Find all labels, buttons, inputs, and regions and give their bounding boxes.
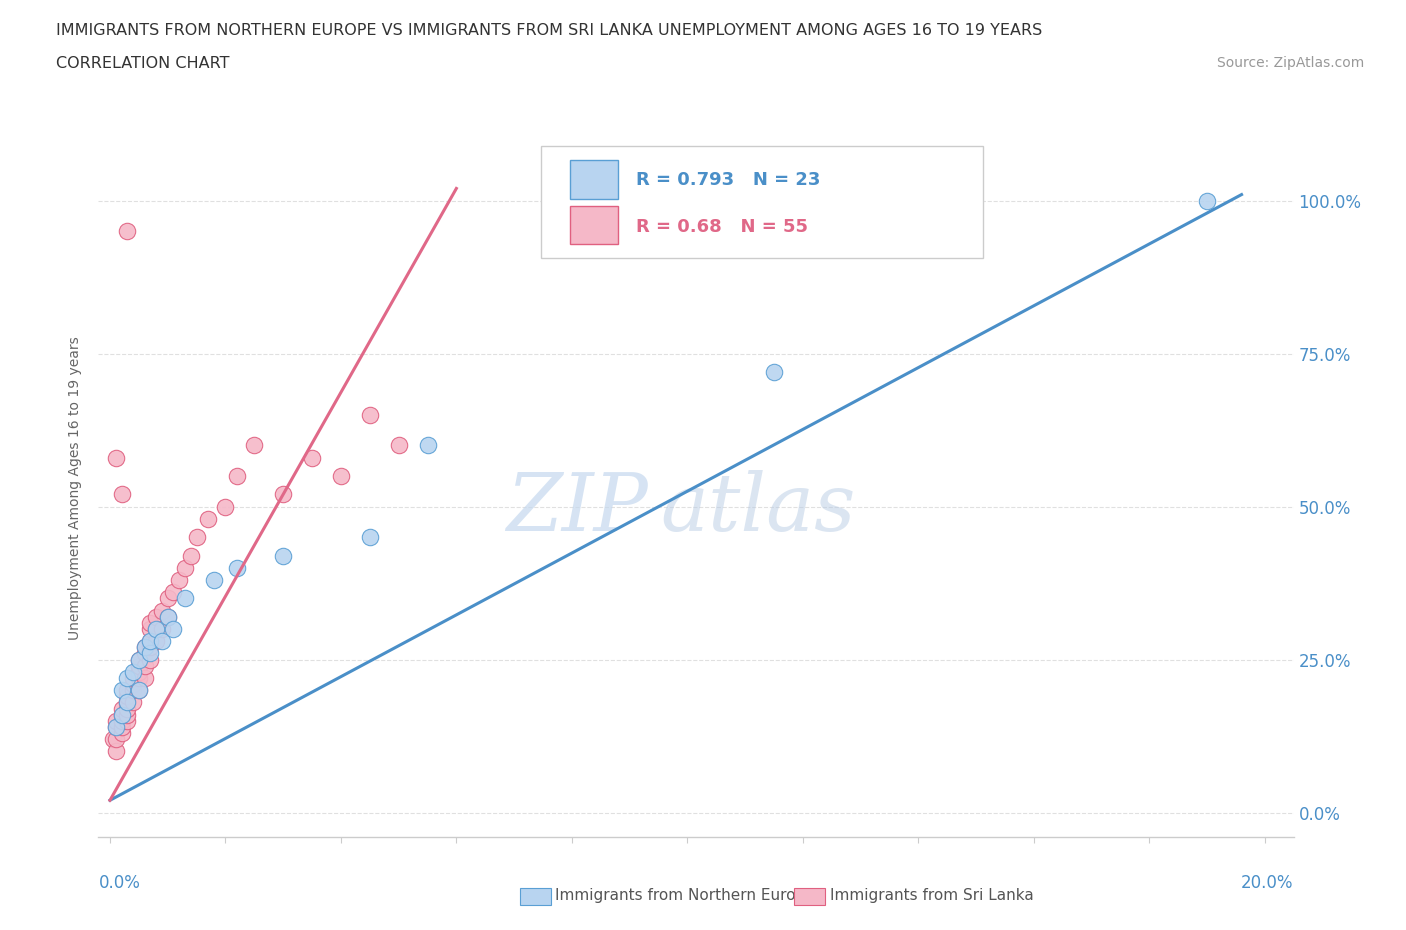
Point	[301, 450, 323, 465]
Point	[329, 469, 352, 484]
Point	[117, 224, 139, 239]
Point	[226, 469, 249, 484]
FancyBboxPatch shape	[540, 147, 983, 259]
Point	[117, 701, 139, 716]
Point	[139, 652, 162, 667]
Point	[110, 707, 132, 722]
Bar	[571, 160, 619, 199]
Point	[104, 450, 127, 465]
Point	[122, 677, 145, 692]
Point	[762, 365, 785, 379]
Point	[110, 713, 132, 728]
Point	[388, 438, 411, 453]
Point	[128, 671, 150, 685]
Point	[117, 683, 139, 698]
Bar	[571, 206, 619, 245]
Point	[104, 720, 127, 735]
Point	[122, 671, 145, 685]
Point	[167, 573, 190, 588]
Point	[150, 633, 173, 648]
Point	[156, 609, 179, 624]
Point	[104, 744, 127, 759]
Point	[145, 609, 167, 624]
Point	[202, 573, 225, 588]
Point	[128, 683, 150, 698]
Point	[104, 713, 127, 728]
Point	[186, 530, 208, 545]
Point	[110, 487, 132, 502]
Point	[145, 633, 167, 648]
Text: CORRELATION CHART: CORRELATION CHART	[56, 56, 229, 71]
Point	[226, 561, 249, 576]
Point	[134, 646, 156, 661]
Text: IMMIGRANTS FROM NORTHERN EUROPE VS IMMIGRANTS FROM SRI LANKA UNEMPLOYMENT AMONG : IMMIGRANTS FROM NORTHERN EUROPE VS IMMIG…	[56, 23, 1042, 38]
Point	[139, 646, 162, 661]
Point	[134, 640, 156, 655]
Text: Immigrants from Sri Lanka: Immigrants from Sri Lanka	[830, 888, 1033, 903]
Point	[139, 633, 162, 648]
Text: ZIP: ZIP	[506, 471, 648, 548]
Point	[174, 561, 197, 576]
Point	[416, 438, 439, 453]
Point	[117, 689, 139, 704]
Point	[117, 695, 139, 710]
Point	[101, 732, 124, 747]
Point	[134, 640, 156, 655]
Text: R = 0.68   N = 55: R = 0.68 N = 55	[637, 218, 808, 235]
Point	[243, 438, 266, 453]
Point	[117, 671, 139, 685]
Point	[139, 621, 162, 636]
Text: Immigrants from Northern Europe: Immigrants from Northern Europe	[555, 888, 815, 903]
Point	[145, 621, 167, 636]
Point	[139, 633, 162, 648]
Point	[104, 732, 127, 747]
Point	[110, 725, 132, 740]
Point	[104, 720, 127, 735]
Point	[150, 621, 173, 636]
Point	[122, 695, 145, 710]
Point	[180, 548, 202, 563]
Point	[139, 640, 162, 655]
Point	[162, 585, 184, 600]
Point	[145, 621, 167, 636]
Text: 0.0%: 0.0%	[98, 874, 141, 892]
Point	[128, 652, 150, 667]
Point	[174, 591, 197, 605]
Point	[156, 609, 179, 624]
Point	[122, 683, 145, 698]
Point	[110, 701, 132, 716]
Point	[117, 713, 139, 728]
Text: R = 0.793   N = 23: R = 0.793 N = 23	[637, 171, 821, 189]
Point	[117, 695, 139, 710]
Point	[134, 658, 156, 673]
Point	[271, 487, 294, 502]
Point	[128, 652, 150, 667]
Text: Source: ZipAtlas.com: Source: ZipAtlas.com	[1216, 56, 1364, 70]
Point	[128, 683, 150, 698]
Point	[128, 664, 150, 679]
Point	[1195, 193, 1218, 208]
Point	[197, 512, 219, 526]
Point	[214, 499, 236, 514]
Text: atlas: atlas	[661, 471, 855, 548]
Point	[110, 707, 132, 722]
Point	[117, 707, 139, 722]
Y-axis label: Unemployment Among Ages 16 to 19 years: Unemployment Among Ages 16 to 19 years	[69, 337, 83, 640]
Point	[122, 664, 145, 679]
Point	[156, 591, 179, 605]
Point	[271, 548, 294, 563]
Point	[162, 621, 184, 636]
Point	[110, 683, 132, 698]
Point	[139, 616, 162, 631]
Point	[110, 720, 132, 735]
Point	[150, 604, 173, 618]
Point	[134, 671, 156, 685]
Point	[359, 407, 381, 422]
Point	[128, 658, 150, 673]
Text: 20.0%: 20.0%	[1241, 874, 1294, 892]
Point	[359, 530, 381, 545]
